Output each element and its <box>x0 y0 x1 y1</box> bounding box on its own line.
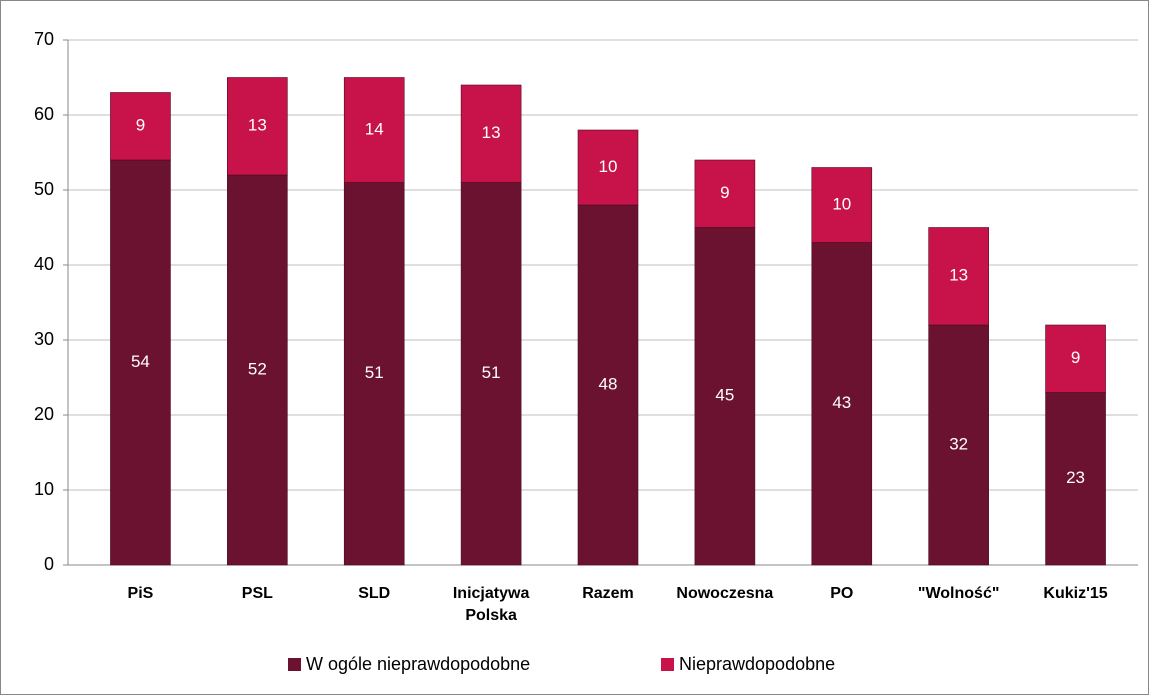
legend-label: Nieprawdopodobne <box>679 654 835 674</box>
y-tick-label: 50 <box>34 179 54 199</box>
data-label: 48 <box>599 374 618 393</box>
y-tick-label: 70 <box>34 29 54 49</box>
x-tick-label: Kukiz'15 <box>1043 585 1108 602</box>
bar-segment <box>343 77 405 183</box>
data-label: 9 <box>1071 348 1080 367</box>
bar-segment <box>110 92 171 161</box>
bar-segment <box>227 77 288 176</box>
bar-segment <box>577 204 639 566</box>
x-tick-label: SLD <box>358 585 391 602</box>
data-label: 10 <box>599 157 618 176</box>
bar-segment <box>460 84 522 183</box>
bar-segment <box>1045 392 1106 566</box>
data-label: 54 <box>131 352 150 371</box>
data-label: 9 <box>720 183 729 202</box>
y-tick-label: 10 <box>34 479 54 499</box>
x-tick-label: PiS <box>127 585 154 602</box>
x-tick-label: "Wolność" <box>917 585 1000 602</box>
data-label: 13 <box>482 123 501 142</box>
data-label: 32 <box>949 434 968 453</box>
data-label: 9 <box>136 116 145 135</box>
x-tick-label: PSL <box>241 585 273 602</box>
bar-segment <box>577 129 639 206</box>
legend-swatch <box>288 658 301 671</box>
data-label: 43 <box>832 393 851 412</box>
bar-segment <box>811 242 873 566</box>
bar-segment <box>227 174 288 566</box>
bar-segment <box>1045 324 1106 393</box>
legend-swatch <box>661 658 674 671</box>
y-tick-label: 20 <box>34 404 54 424</box>
data-label: 52 <box>248 359 267 378</box>
y-tick-label: 60 <box>34 104 54 124</box>
y-tick-label: 30 <box>34 329 54 349</box>
x-tick-label: Razem <box>582 585 634 602</box>
data-label: 23 <box>1066 468 1085 487</box>
y-tick-label: 0 <box>44 554 54 574</box>
x-tick-label: Inicjatywa Polska <box>452 585 530 624</box>
bar-segment <box>694 227 756 566</box>
y-tick-label: 40 <box>34 254 54 274</box>
bar-segment <box>694 159 756 228</box>
x-tick-label: Nowoczesna <box>676 585 774 602</box>
bar-segment <box>811 167 873 243</box>
legend-label: W ogóle nieprawdopodobne <box>306 654 530 674</box>
data-label: 10 <box>832 194 851 213</box>
bar-segment <box>460 182 522 566</box>
bar-segment <box>928 227 989 326</box>
data-label: 13 <box>949 266 968 285</box>
data-label: 13 <box>248 116 267 135</box>
data-label: 45 <box>715 386 734 405</box>
x-tick-label: PO <box>830 585 854 602</box>
data-label: 14 <box>365 119 384 138</box>
data-label: 51 <box>482 363 501 382</box>
bar-segment <box>343 182 405 566</box>
data-label: 51 <box>365 363 384 382</box>
bar-segment <box>110 159 171 566</box>
